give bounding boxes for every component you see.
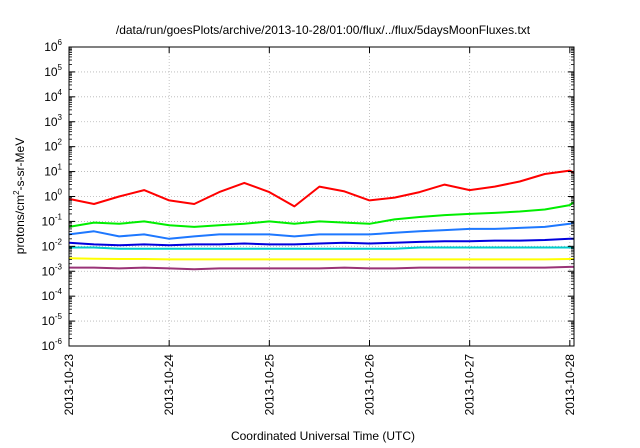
y-tick-base: 10	[44, 190, 58, 204]
y-tick-base: 10	[44, 140, 58, 154]
y-tick-label: 10-3	[42, 262, 63, 278]
y-tick-label: 10-1	[42, 212, 63, 228]
y-axis-label-prefix: protons/cm	[13, 195, 27, 254]
y-tick-base: 10	[44, 165, 58, 179]
series-line-1	[68, 169, 575, 208]
y-axis: 10-610-510-410-310-210-11001011021031041…	[42, 38, 574, 353]
x-tick-label: 2013-10-24	[162, 354, 176, 416]
y-tick-exponent: -3	[55, 262, 63, 271]
y-tick-base: 10	[44, 40, 58, 54]
y-tick-exponent: -4	[55, 287, 63, 296]
y-tick-base: 10	[44, 65, 58, 79]
y-tick-label: 10-4	[42, 287, 63, 303]
x-axis-label: Coordinated Universal Time (UTC)	[231, 429, 415, 443]
y-tick-exponent: 1	[58, 163, 63, 172]
y-tick-base: 10	[42, 289, 56, 303]
y-tick-base: 10	[44, 90, 58, 104]
y-tick-exponent: -6	[55, 337, 63, 346]
y-tick-label: 101	[44, 163, 62, 179]
y-tick-base: 10	[44, 115, 58, 129]
y-tick-label: 105	[44, 63, 62, 79]
x-tick-label: 2013-10-28	[563, 354, 577, 416]
series-line-6	[68, 257, 574, 261]
series-layer	[68, 169, 575, 271]
y-tick-label: 100	[44, 188, 62, 204]
y-tick-exponent: 3	[58, 113, 63, 122]
y-axis-label-sup: 2	[12, 190, 21, 195]
y-tick-exponent: 2	[58, 138, 63, 147]
y-tick-label: 10-5	[42, 312, 63, 328]
y-tick-base: 10	[42, 239, 56, 253]
y-tick-label: 103	[44, 113, 62, 129]
chart-title: /data/run/goesPlots/archive/2013-10-28/0…	[116, 23, 531, 37]
y-axis-label: protons/cm2-s-sr-MeV	[12, 138, 27, 254]
y-tick-label: 102	[44, 138, 62, 154]
y-tick-base: 10	[42, 214, 56, 228]
series-line-4	[68, 237, 574, 247]
x-axis: 2013-10-23 2013-10-24 2013-10-25 2013-10-26…	[62, 47, 577, 415]
series-line-3	[68, 221, 575, 240]
y-tick-exponent: -5	[55, 312, 63, 321]
x-tick-label: 2013-10-27	[463, 354, 477, 416]
x-tick-label: 2013-10-25	[262, 354, 276, 416]
grid	[68, 47, 574, 346]
y-tick-base: 10	[42, 264, 56, 278]
x-tick-label: 2013-10-26	[362, 354, 376, 416]
x-tick-label: 2013-10-23	[62, 354, 76, 416]
y-tick-exponent: 4	[58, 88, 63, 97]
y-tick-exponent: -2	[55, 237, 63, 246]
y-tick-base: 10	[42, 314, 56, 328]
y-tick-label: 104	[44, 88, 62, 104]
series-line-7	[69, 265, 574, 271]
series-line-5	[69, 246, 574, 250]
y-axis-label-suffix: -s-sr-MeV	[13, 138, 27, 191]
y-tick-exponent: 6	[58, 38, 63, 47]
y-tick-exponent: 0	[58, 188, 63, 197]
y-tick-base: 10	[42, 339, 56, 353]
y-tick-label: 10-2	[42, 237, 63, 253]
y-tick-exponent: 5	[58, 63, 63, 72]
y-tick-exponent: -1	[55, 212, 63, 221]
y-tick-label: 10-6	[42, 337, 63, 353]
series-line-2	[68, 201, 575, 228]
y-tick-label: 106	[44, 38, 62, 54]
